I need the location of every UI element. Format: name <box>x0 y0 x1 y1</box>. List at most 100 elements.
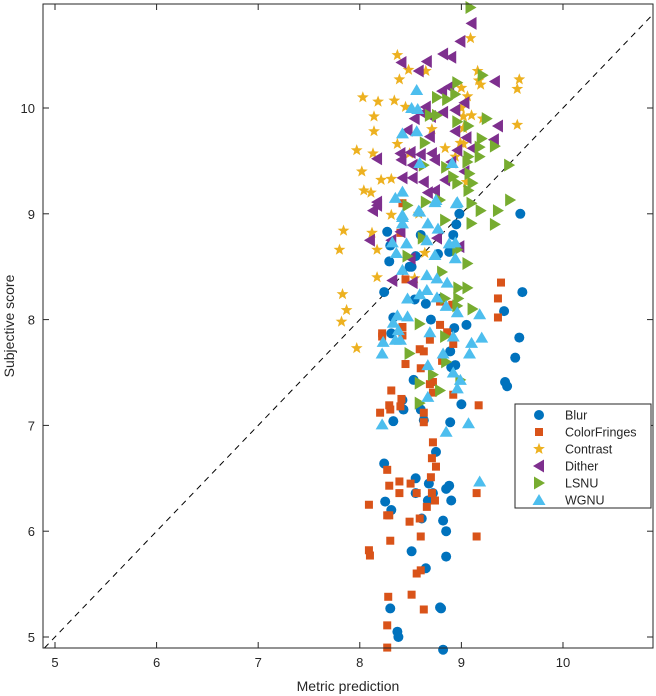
legend-item-wgnu: WGNU <box>532 494 605 508</box>
dither-point <box>408 112 420 126</box>
lsnu-point <box>452 115 464 129</box>
contrast-point <box>511 82 524 94</box>
dither-point <box>437 47 449 61</box>
colorfringes-point <box>412 489 421 498</box>
lsnu-point <box>476 132 488 146</box>
legend-label: LSNU <box>565 477 598 491</box>
blur-point <box>420 298 431 309</box>
contrast-point <box>457 121 470 134</box>
wgnu-point <box>390 309 404 321</box>
lsnu-point <box>481 112 493 126</box>
blur-point <box>514 332 525 343</box>
lsnu-point <box>414 376 426 390</box>
lsnu-point <box>462 155 474 169</box>
lsnu-point <box>437 265 449 279</box>
lsnu-point <box>475 204 487 218</box>
wgnu-point <box>475 331 489 343</box>
colorfringes-point <box>419 418 428 427</box>
contrast-point <box>460 175 473 188</box>
contrast-point <box>471 64 484 76</box>
legend: Blur ColorFringes Contrast Dither LSNU WGNU <box>514 403 652 509</box>
lsnu-point <box>492 204 504 218</box>
lsnu-point <box>441 355 453 369</box>
dither-point <box>437 105 449 119</box>
wgnu-point <box>413 157 427 169</box>
dither-point <box>406 276 418 290</box>
x-tick-label: 5 <box>51 655 58 670</box>
legend-item-colorfringes: ColorFringes <box>535 426 637 440</box>
colorfringes-point <box>384 592 393 601</box>
lsnu-point <box>452 76 464 90</box>
wgnu-point <box>440 276 454 288</box>
blur-point <box>382 226 393 237</box>
dither-point <box>487 133 499 147</box>
colorfringes-point <box>493 313 502 322</box>
wgnu-point <box>448 252 462 264</box>
wgnu-point <box>448 236 462 248</box>
lsnu-point <box>448 170 460 184</box>
wgnu-point <box>436 347 450 359</box>
wgnu-point <box>410 125 424 137</box>
blur-point <box>438 515 449 526</box>
lsnu-point <box>504 158 516 172</box>
dither-point <box>406 171 418 185</box>
contrast-point <box>350 144 363 156</box>
contrast-point <box>455 101 468 113</box>
blur-point <box>385 603 396 614</box>
contrast-point <box>368 125 380 137</box>
dither-point <box>439 173 451 187</box>
lsnu-point <box>489 217 501 231</box>
wgnu-point <box>388 191 402 203</box>
colorfringes-point <box>419 408 428 417</box>
colorfringes-point <box>416 566 425 575</box>
dither-point <box>417 175 429 189</box>
colorfringes-point <box>415 345 424 354</box>
colorfringes-point <box>383 621 392 630</box>
colorfringes-point <box>436 320 445 329</box>
colorfringes-point <box>426 473 435 482</box>
dither-point <box>419 100 431 114</box>
contrast-point <box>461 90 474 102</box>
lsnu-point <box>402 249 414 263</box>
wgnu-point <box>461 417 475 429</box>
dither-point <box>394 225 406 239</box>
contrast-point <box>335 315 348 327</box>
x-tick-label: 6 <box>153 655 160 670</box>
dither-legend-marker <box>533 459 544 473</box>
contrast-point <box>336 288 349 300</box>
dither-point <box>458 96 470 110</box>
colorfringes-point <box>430 496 439 505</box>
x-axis-ticks: 5 6 7 8 9 10 <box>51 4 570 670</box>
series-wgnu <box>375 84 489 487</box>
lsnu-point <box>450 87 462 101</box>
colorfringes-point <box>427 489 436 498</box>
dither-point <box>428 153 440 167</box>
colorfringes-point <box>395 477 404 486</box>
wgnu-point <box>439 425 453 437</box>
wgnu-point <box>413 205 427 217</box>
blur-point <box>441 526 452 537</box>
dither-point <box>401 123 413 137</box>
y-tick-label: 10 <box>21 101 35 116</box>
blur-point <box>510 352 521 363</box>
blur-point <box>461 319 472 330</box>
dither-point <box>465 16 477 30</box>
blur-point <box>450 360 461 371</box>
lsnu-point <box>463 119 475 133</box>
wgnu-point <box>401 310 415 322</box>
colorfringes-point <box>407 590 416 599</box>
colorfringes-point <box>397 394 406 403</box>
blur-point <box>502 381 513 392</box>
wgnu-point <box>446 366 460 378</box>
lsnu-point <box>442 93 454 107</box>
contrast-point <box>358 184 370 196</box>
dither-point <box>421 186 433 200</box>
lsnu-point <box>464 167 476 181</box>
colorfringes-point <box>425 380 434 389</box>
contrast-point <box>419 64 432 76</box>
colorfringes-point <box>448 300 457 309</box>
colorfringes-point <box>412 569 421 578</box>
contrast-point <box>356 91 369 103</box>
blur-point <box>379 287 390 298</box>
colorfringes-point <box>472 489 481 498</box>
